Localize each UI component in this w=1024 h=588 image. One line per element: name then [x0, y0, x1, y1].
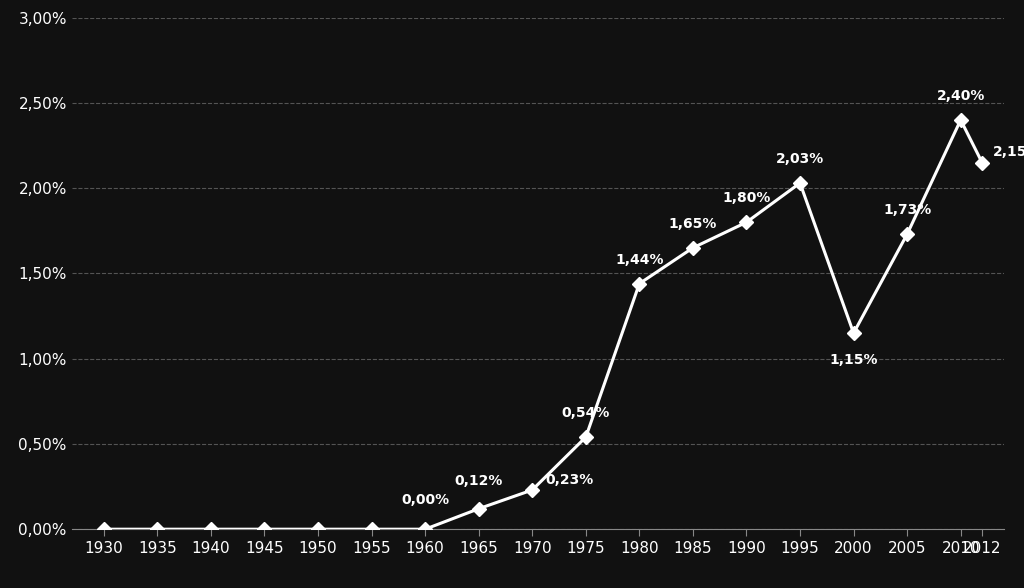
Text: 2,03%: 2,03% — [776, 152, 824, 166]
Text: 0,12%: 0,12% — [455, 475, 503, 488]
Text: 1,65%: 1,65% — [669, 217, 717, 230]
Text: 0,00%: 0,00% — [401, 493, 450, 507]
Text: 2,40%: 2,40% — [937, 89, 985, 103]
Text: 1,15%: 1,15% — [829, 353, 878, 367]
Text: 0,23%: 0,23% — [545, 473, 593, 487]
Text: 2,15%: 2,15% — [993, 145, 1024, 159]
Text: 1,73%: 1,73% — [883, 203, 931, 217]
Text: 1,80%: 1,80% — [722, 191, 771, 205]
Text: 0,54%: 0,54% — [561, 406, 610, 420]
Text: 1,44%: 1,44% — [615, 253, 664, 266]
